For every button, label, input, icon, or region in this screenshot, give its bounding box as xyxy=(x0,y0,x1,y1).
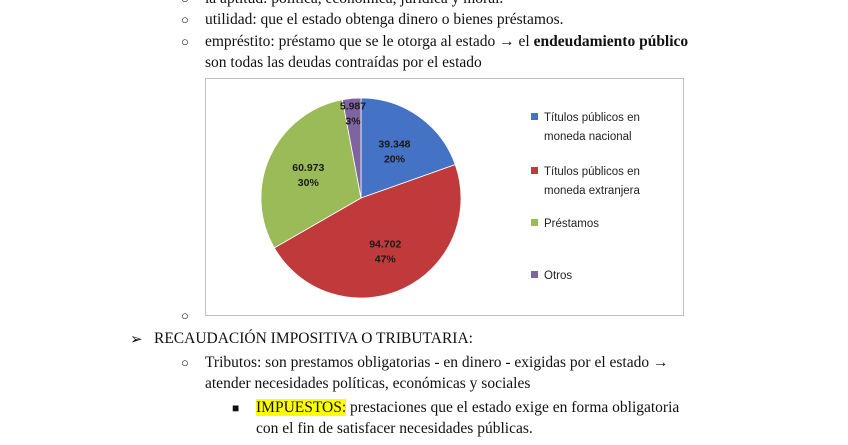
legend-label: Otros xyxy=(544,270,573,282)
pie-slice-0 xyxy=(360,97,456,199)
emprestito-text-continuation: son todas las deudas contraídas por el e… xyxy=(205,54,482,71)
impuestos-highlight: IMPUESTOS: xyxy=(256,399,347,416)
endeudamiento-bold: endeudamiento público xyxy=(533,33,689,50)
impuestos-text-a: prestaciones que el estado exige en form… xyxy=(346,399,680,416)
legend-swatch xyxy=(531,113,538,120)
list-bullet: ○ xyxy=(181,12,189,27)
pie-slice-2 xyxy=(260,99,362,249)
legend-label: Títulos públicos en moneda extranjera xyxy=(544,166,640,197)
impuestos-text-continuation: con el fin de satisfacer necesidades púb… xyxy=(256,420,533,437)
pie-value-label: 60.973 xyxy=(292,162,324,174)
legend-label: Préstamos xyxy=(544,218,599,230)
pie-percent-label: 20% xyxy=(384,154,406,166)
pie-slice-3 xyxy=(341,97,362,199)
pie-percent-label: 30% xyxy=(298,177,320,189)
square-bullet-icon: ■ xyxy=(232,401,240,415)
utilidad-text: utilidad: que el estado obtenga dinero o… xyxy=(205,11,564,28)
emprestito-text-a: empréstito: préstamo que se le otorga al… xyxy=(205,33,534,50)
pie-chart-frame: 39.348 20% 94.702 47% 60.973 30% 5.987 3% Títul… xyxy=(205,78,684,316)
legend-label: Títulos públicos en moneda nacional xyxy=(544,112,640,143)
list-bullet: ○ xyxy=(181,0,189,7)
aptitud-text: la aptitud: política, económica, jurídic… xyxy=(205,0,503,8)
pie-slice-1 xyxy=(273,164,462,299)
pie-value-label: 94.702 xyxy=(369,239,401,251)
list-bullet: ○ xyxy=(181,308,189,323)
pie-value-label: 5.987 xyxy=(340,100,366,112)
recaudacion-heading: RECAUDACIÓN IMPOSITIVA O TRIBUTARIA: xyxy=(154,330,473,347)
pie-percent-label: 3% xyxy=(345,115,361,127)
list-bullet: ○ xyxy=(181,34,189,49)
legend-swatch xyxy=(531,167,538,174)
chart-legend: Títulos públicos en moneda nacional Título… xyxy=(523,79,683,315)
emprestito-text: empréstito: préstamo que se le otorga al… xyxy=(205,33,688,51)
pie-percent-label: 47% xyxy=(375,254,397,266)
pie-value-label: 39.348 xyxy=(378,139,410,151)
legend-swatch xyxy=(531,219,538,226)
legend-swatch xyxy=(531,271,538,278)
list-bullet: ○ xyxy=(181,355,189,370)
pie-chart: 39.348 20% 94.702 47% 60.973 30% 5.987 3% xyxy=(260,97,462,299)
impuestos-text: IMPUESTOS: prestaciones que el estado ex… xyxy=(256,399,679,417)
tributos-text-continuation: atender necesidades políticas, económica… xyxy=(205,375,531,392)
arrow-bullet-icon: ➢ xyxy=(130,332,143,348)
tributos-text: Tributos: son prestamos obligatorias - e… xyxy=(205,354,669,371)
